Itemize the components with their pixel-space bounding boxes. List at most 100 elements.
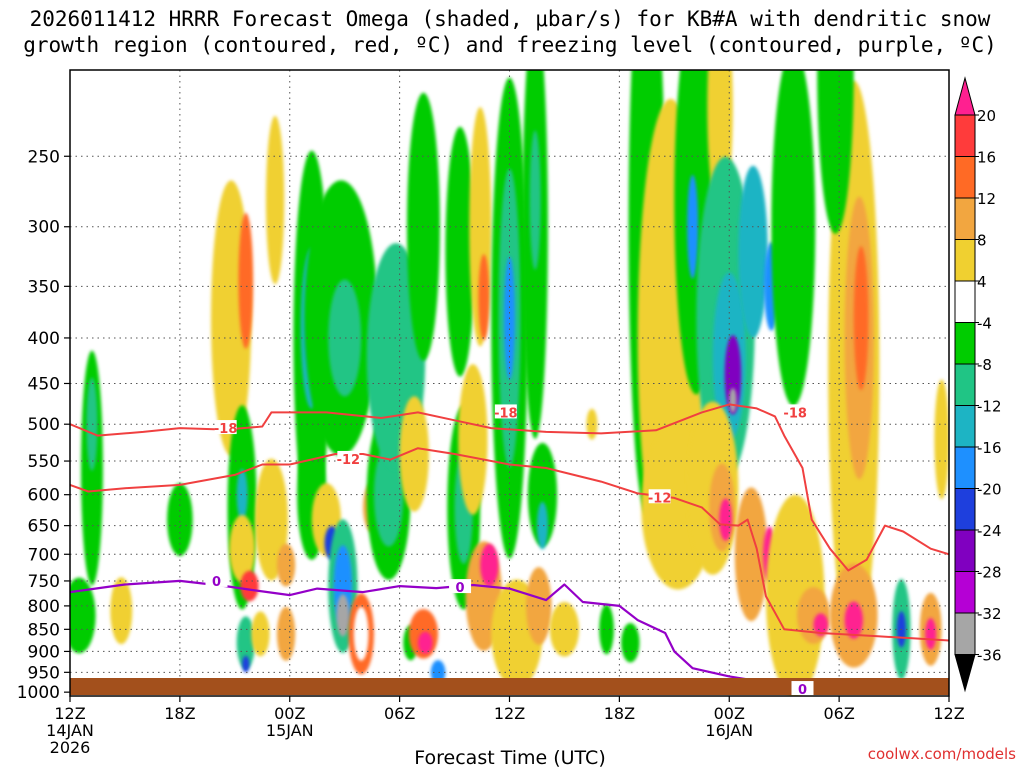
y-tick-label-350: 350 (28, 277, 60, 297)
contour-label-red-2: -12 (337, 453, 361, 468)
omega-cell-41 (445, 126, 475, 377)
y-tick-label-700: 700 (28, 545, 60, 565)
omega-cell-9 (229, 515, 255, 583)
omega-cell-72 (738, 165, 768, 338)
y-tick-label-550: 550 (28, 452, 60, 472)
contour-label-purple-3-bg (791, 681, 814, 696)
x-tick-label-36: 00Z (714, 704, 745, 723)
omega-cell-61 (621, 622, 640, 663)
omega-cell-8 (236, 468, 248, 521)
omega-cell-30 (353, 606, 369, 661)
contour-label-red-3-group: -18 (494, 404, 518, 421)
colorbar-bin-8 (954, 405, 976, 448)
colorbar-bottom-triangle (954, 654, 976, 693)
colorbar-label-9: -20 (977, 481, 1002, 499)
colorbar-bin-3 (954, 197, 976, 240)
omega-cell-15 (251, 611, 270, 657)
contour-label-purple-3: 0 (798, 683, 807, 698)
x-tick-label-18: 06Z (384, 704, 415, 723)
contour-label-purple-3-group: 0 (791, 681, 814, 698)
omega-cell-1 (86, 377, 98, 471)
omega-shading (70, 70, 949, 696)
omega-cell-88 (817, 70, 854, 234)
contour-label-red-5: -18 (783, 406, 807, 421)
omega-cell-74 (771, 70, 816, 407)
omega-cell-60 (599, 604, 614, 655)
chart-title-line-1: 2026011412 HRRR Forecast Omega (shaded, … (30, 7, 991, 31)
contour-labels: -18 -12 -18 -12 -18 0 0 0 (205, 404, 814, 698)
colorbar-bin-7 (954, 363, 976, 406)
omega-cell-3 (110, 577, 133, 645)
y-tick-label-400: 400 (28, 329, 60, 349)
colorbar-bin-9 (954, 446, 976, 489)
omega-cell-4 (167, 483, 193, 556)
contour-label-red-2-bg (337, 450, 360, 465)
omega-cell-45 (478, 254, 490, 341)
colorbar-label-3: 8 (977, 232, 987, 250)
colorbar-bin-13 (954, 612, 976, 655)
contour-label-red-1-bg (214, 420, 237, 435)
terrain-strip (70, 678, 949, 695)
omega-cell-36 (399, 396, 429, 512)
colorbar-label-2: 12 (977, 190, 996, 208)
y-tick-label-800: 800 (28, 597, 60, 617)
omega-cell-55 (536, 501, 548, 550)
omega-cell-53 (529, 130, 541, 270)
contour-label-purple-1: 0 (212, 575, 221, 590)
omega-cell-78 (734, 487, 768, 622)
omega-cell-2 (70, 577, 96, 654)
colorbar-label-8: -16 (977, 439, 1002, 457)
contour-label-red-2-group: -12 (337, 450, 361, 468)
y-tick-label-900: 900 (28, 642, 60, 662)
y-tick-label-1000: 1000 (17, 683, 60, 703)
x-sub-label-1: 2026 (50, 738, 91, 757)
contour-label-red-3-bg (494, 404, 517, 419)
omega-cell-85 (853, 246, 869, 391)
grid-lines (70, 70, 949, 696)
contour-label-red-1-group: -18 (214, 420, 237, 437)
omega-cell-39 (417, 631, 433, 654)
colorbar-label-7: -12 (977, 398, 1002, 416)
credit-text: coolwx.com/models (868, 745, 1016, 763)
omega-cell-48 (480, 543, 499, 587)
x-tick-label-6: 18Z (164, 704, 195, 723)
omega-cell-77 (719, 498, 732, 541)
colorbar-label-6: -8 (977, 356, 992, 374)
y-tick-label-300: 300 (28, 218, 60, 238)
omega-cell-58 (549, 601, 580, 657)
colorbar-label-0: 20 (977, 107, 996, 125)
contour-label-purple-2: 0 (456, 581, 465, 596)
y-tick-label-250: 250 (28, 147, 60, 167)
y-tick-label-750: 750 (28, 572, 60, 592)
x-sub-label-0: 14JAN (46, 721, 94, 740)
x-tick-label-24: 12Z (494, 704, 525, 723)
x-tick-label-0: 12Z (54, 704, 85, 723)
y-tick-label-650: 650 (28, 517, 60, 537)
contour-label-red-5-bg (784, 404, 807, 419)
chart-title-line-2: growth region (contoured, red, ºC) and f… (23, 33, 997, 57)
colorbar-bin-4 (954, 239, 976, 282)
omega-cell-17 (265, 115, 285, 285)
omega-cell-71 (729, 387, 737, 413)
contour-label-red-4: -12 (648, 491, 672, 506)
plot-area (69, 69, 950, 697)
contour-label-red-4-bg (648, 489, 671, 504)
colorbar-bin-12 (954, 571, 976, 614)
colorbar-bin-1 (954, 114, 976, 157)
contour-label-purple-2-bg (449, 579, 472, 594)
colorbar-label-13: -36 (977, 647, 1002, 665)
omega-cell-10 (240, 570, 259, 602)
omega-cell-87 (844, 601, 863, 639)
x-tick-label-42: 06Z (823, 704, 854, 723)
colorbar: 20 16 12 8 4 -4 -8 -12 -16 -20 -24 -28 -32 -36 (954, 76, 1002, 693)
contour-label-purple-1-group: 0 (205, 572, 228, 590)
colorbar-label-11: -28 (977, 564, 1002, 582)
omega-cell-6 (238, 212, 254, 349)
contour-label-red-5-group: -18 (783, 404, 807, 421)
y-tick-label-850: 850 (28, 620, 60, 640)
x-tick-label-12: 00Z (274, 704, 305, 723)
colorbar-label-10: -24 (977, 522, 1002, 540)
x-sub-label-3: 16JAN (705, 721, 753, 740)
omega-cell-93 (934, 379, 949, 500)
x-tick-label-30: 18Z (604, 704, 635, 723)
